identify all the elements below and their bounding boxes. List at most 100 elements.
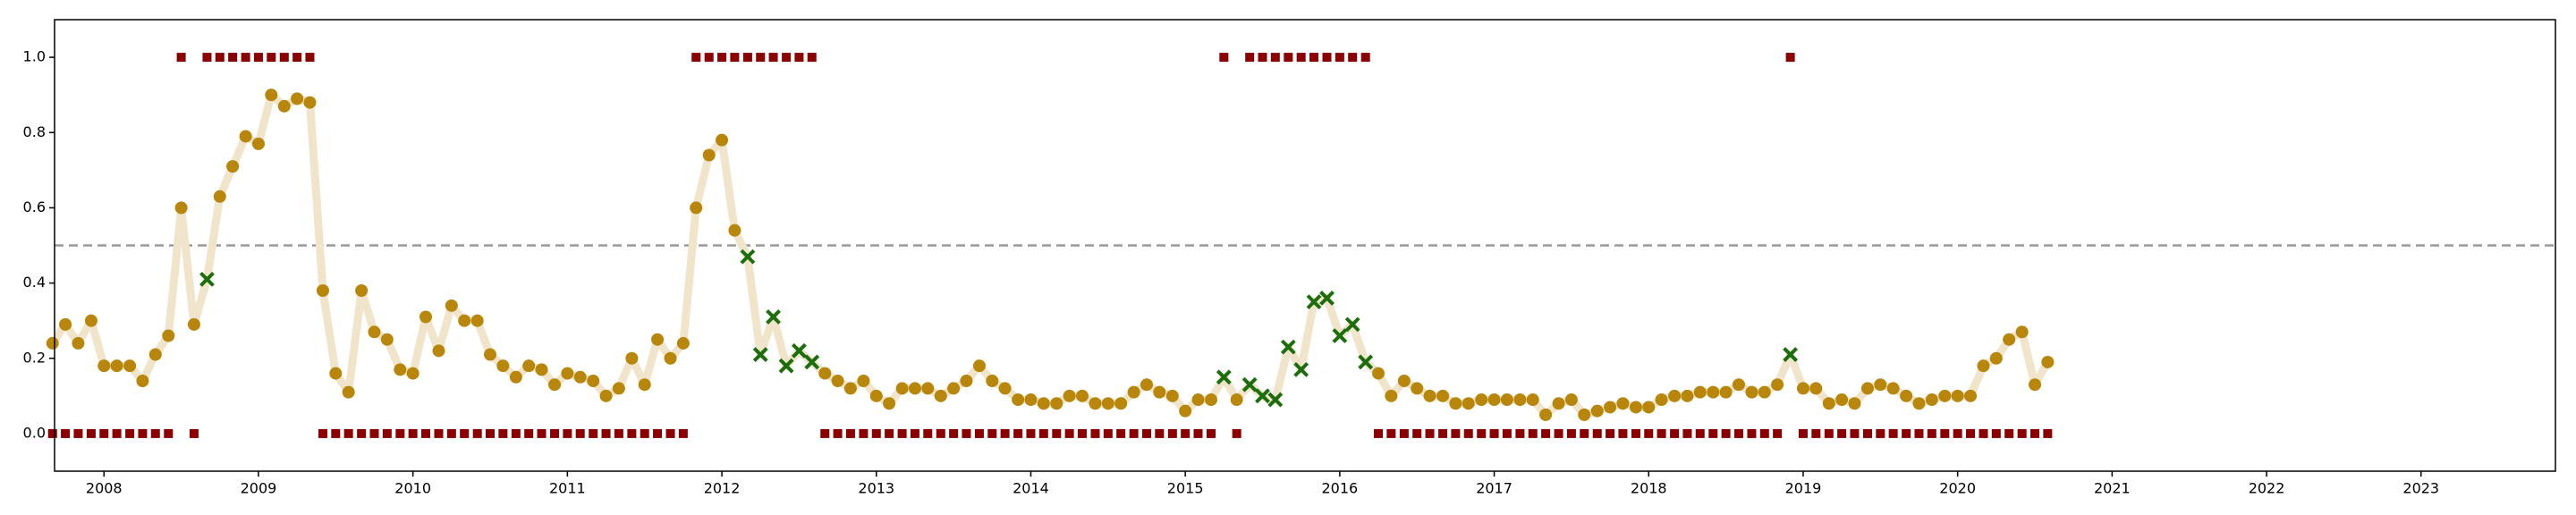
- y-tick-label: 1.0: [23, 48, 46, 65]
- cross-marker: [1293, 361, 1309, 377]
- square-marker: [730, 53, 740, 63]
- square-marker: [691, 53, 701, 63]
- square-marker: [1773, 428, 1783, 438]
- square-marker: [1232, 428, 1241, 438]
- square-marker: [1258, 53, 1267, 63]
- square-marker: [807, 53, 817, 63]
- cross-marker: [1255, 388, 1270, 404]
- point-marker: [1874, 378, 1887, 392]
- point-marker: [1771, 378, 1784, 392]
- square-marker: [1862, 428, 1872, 438]
- square-marker: [1991, 428, 2001, 438]
- square-marker: [1219, 53, 1229, 63]
- point-marker: [1796, 382, 1809, 395]
- square-marker: [563, 428, 572, 438]
- square-marker: [1785, 53, 1795, 63]
- square-marker: [99, 428, 109, 438]
- square-marker: [164, 428, 174, 438]
- square-marker: [112, 428, 122, 438]
- point-marker: [1153, 385, 1166, 399]
- point-marker: [329, 367, 343, 380]
- square-marker: [923, 428, 933, 438]
- square-marker: [267, 53, 276, 63]
- point-marker: [676, 336, 690, 350]
- square-marker: [665, 428, 675, 438]
- point-marker: [406, 367, 419, 380]
- point-marker: [1436, 389, 1450, 402]
- cross-marker: [1783, 347, 1799, 362]
- square-marker: [1965, 428, 1975, 438]
- square-marker: [756, 53, 766, 63]
- point-marker: [1089, 397, 1102, 410]
- square-marker: [331, 428, 341, 438]
- square-marker: [202, 53, 212, 63]
- y-tick-label: 0.2: [23, 349, 46, 366]
- cross-marker: [1319, 291, 1335, 306]
- square-marker: [47, 428, 57, 438]
- point-marker: [1140, 378, 1153, 392]
- square-marker: [2043, 428, 2053, 438]
- point-marker: [1385, 389, 1398, 402]
- square-marker: [717, 53, 727, 63]
- x-tick-label: 2017: [1476, 480, 1513, 497]
- square-marker: [279, 53, 289, 63]
- point-marker: [1590, 404, 1604, 418]
- point-marker: [1835, 393, 1849, 407]
- square-marker: [1438, 428, 1448, 438]
- square-marker: [2030, 428, 2040, 438]
- point-marker: [1397, 375, 1411, 387]
- square-marker: [1296, 53, 1306, 63]
- square-marker: [524, 428, 534, 438]
- cross-marker: [791, 342, 807, 359]
- square-marker: [601, 428, 611, 438]
- square-marker: [1374, 428, 1384, 438]
- square-marker: [1425, 428, 1435, 438]
- point-marker: [1642, 401, 1656, 414]
- square-marker: [1979, 428, 1988, 438]
- square-marker: [1129, 428, 1139, 438]
- square-marker: [408, 428, 418, 438]
- x-tick-label: 2009: [241, 480, 277, 497]
- point-marker: [1732, 378, 1745, 392]
- point-marker: [1526, 393, 1539, 407]
- square-marker: [1181, 428, 1191, 438]
- point-marker: [1578, 408, 1591, 421]
- square-marker: [189, 428, 199, 438]
- point-marker: [625, 351, 639, 365]
- square-marker: [318, 428, 327, 438]
- square-marker: [1876, 428, 1885, 438]
- square-marker: [678, 428, 688, 438]
- point-marker: [458, 314, 471, 327]
- square-marker: [859, 428, 869, 438]
- square-marker: [343, 428, 353, 438]
- square-marker: [486, 428, 496, 438]
- square-marker: [589, 428, 598, 438]
- point-marker: [1127, 385, 1140, 399]
- square-marker: [1566, 428, 1576, 438]
- point-marker: [394, 363, 407, 376]
- square-marker: [511, 428, 521, 438]
- point-marker: [998, 382, 1012, 395]
- square-marker: [61, 428, 71, 438]
- point-marker: [1101, 397, 1114, 410]
- point-marker: [1900, 389, 1913, 402]
- square-marker: [1103, 428, 1113, 438]
- point-marker: [1925, 393, 1938, 407]
- point-marker: [84, 314, 97, 327]
- square-marker: [1502, 428, 1512, 438]
- point-marker: [690, 201, 703, 215]
- square-marker: [1155, 428, 1165, 438]
- square-marker: [215, 53, 225, 63]
- point-marker: [664, 351, 677, 365]
- square-marker: [1541, 428, 1551, 438]
- square-marker: [1463, 428, 1473, 438]
- square-marker: [1116, 428, 1126, 438]
- square-marker: [2017, 428, 2027, 438]
- square-marker: [498, 428, 508, 438]
- square-marker: [704, 53, 714, 63]
- point-marker: [921, 382, 935, 395]
- cross-marker: [1332, 328, 1348, 343]
- square-marker: [176, 53, 186, 63]
- square-marker: [1554, 428, 1563, 438]
